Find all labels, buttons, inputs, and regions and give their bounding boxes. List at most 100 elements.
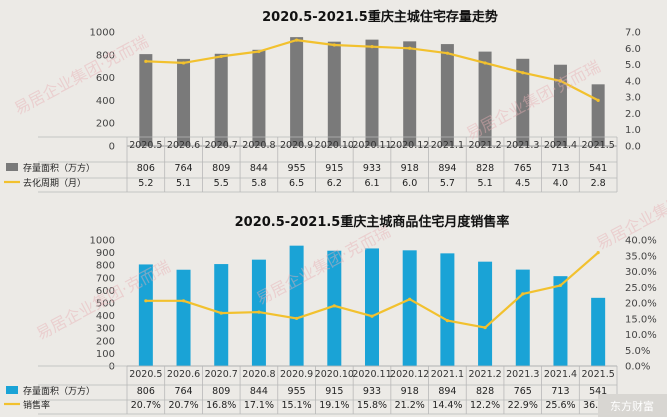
x-tick-label: 2020.8 [242,369,275,380]
y-left-tick-label: 500 [96,299,115,310]
y-left-tick-label: 100 [96,349,115,360]
y-left-tick-label: 0 [109,362,115,373]
x-tick-label: 2020.6 [167,369,200,380]
table-cell: 5.8 [251,178,266,189]
x-tick-label: 2020.12 [390,369,429,380]
bar [365,248,379,366]
y-right-tick-label: 6.0 [625,44,641,55]
table-cell: 14.4% [432,400,462,411]
line-point [181,299,186,303]
bar [177,58,191,146]
bar [515,269,530,366]
line-point [181,61,186,65]
table-cell: 6.2 [327,178,342,189]
table-cell: 918 [401,163,419,174]
table-cell: 15.8% [357,400,387,411]
table-cell: 764 [174,163,192,174]
bar [591,297,606,366]
x-tick-label: 2020.9 [280,369,313,380]
line-point [295,316,299,321]
line-point [332,43,336,47]
y-right-tick-label: 35.0% [625,251,657,262]
x-tick-label: 2021.1 [431,140,464,151]
y-right-tick-label: 30.0% [625,267,657,278]
bar [139,54,153,147]
x-tick-label: 2020.7 [205,140,238,151]
bar [478,261,493,366]
table-cell: 15.1% [282,400,312,411]
x-tick-label: 2021.5 [582,140,615,151]
corner-text: 东方财富 [610,399,654,413]
table-cell: 828 [476,163,494,174]
table-cell: 541 [589,386,607,397]
y-right-tick-label: 25.0% [625,283,657,294]
table-cell: 5.2 [138,178,153,189]
table-cell: 844 [250,163,268,174]
x-tick-label: 2021.2 [468,140,501,151]
y-left-tick-label: 200 [96,119,115,130]
bar [252,49,266,147]
bar [440,44,454,146]
x-tick-label: 2021.1 [431,369,464,380]
bar [553,276,568,366]
table-cell: 5.7 [440,178,455,189]
line-point [483,61,487,65]
y-right-tick-label: 3.0 [625,93,641,104]
line-point [332,304,336,308]
legend-label: 存量面积（万方） [23,162,95,174]
table-cell: 17.1% [244,400,274,411]
line-point [596,98,600,102]
x-tick-label: 2020.11 [352,369,391,380]
bar [138,264,153,366]
y-left-tick-label: 1000 [90,28,115,39]
table-cell: 918 [401,386,419,397]
line-point [408,297,412,301]
table-cell: 806 [137,386,155,397]
x-tick-label: 2020.10 [315,369,354,380]
table-cell: 828 [476,386,494,397]
y-left-tick-label: 600 [96,73,115,84]
x-tick-label: 2020.8 [242,140,275,151]
y-right-tick-label: 4.0 [625,76,641,87]
table-cell: 933 [363,386,381,397]
x-tick-label: 2020.11 [352,140,391,151]
table-cell: 22.9% [508,400,538,411]
table-cell: 809 [212,163,230,174]
y-right-tick-label: 0.0% [625,362,650,373]
line-point [483,325,487,330]
table-cell: 16.8% [206,400,236,411]
bar [176,269,191,366]
table-cell: 713 [551,386,569,397]
table-cell: 20.7% [168,400,198,411]
table-cell: 955 [288,386,306,397]
bar [403,41,417,146]
line-point [144,59,148,63]
y-right-tick-label: 5.0% [625,346,650,357]
legend-label: 去化周期（月） [23,177,86,189]
legend-label: 存量面积（万方） [23,385,95,397]
line-point [558,283,563,287]
table-cell: 955 [288,163,306,174]
table-cell: 5.1 [176,178,191,189]
legend-swatch-bar [6,386,18,394]
y-right-tick-label: 7.0 [625,28,641,39]
table-cell: 894 [438,163,456,174]
table-cell: 5.5 [214,178,229,189]
y-right-tick-label: 1.0 [625,125,641,136]
line-point [370,314,374,318]
x-tick-label: 2021.4 [544,369,577,380]
table-cell: 933 [363,163,381,174]
bar [553,64,567,146]
chart-title-storage-trend: 2020.5-2021.5重庆主城住宅存量走势 [262,9,498,25]
table-cell: 4.0 [553,178,568,189]
watermark-text: 易居企业集团·克而瑞 [11,32,152,119]
x-tick-label: 2021.4 [544,140,577,151]
y-right-tick-label: 15.0% [625,314,657,325]
line-point [257,49,261,54]
line-point [144,299,148,303]
y-left-tick-label: 400 [96,311,115,322]
line-point [445,51,449,55]
line-point [408,46,412,50]
table-cell: 12.2% [470,400,500,411]
line-point [521,292,525,296]
